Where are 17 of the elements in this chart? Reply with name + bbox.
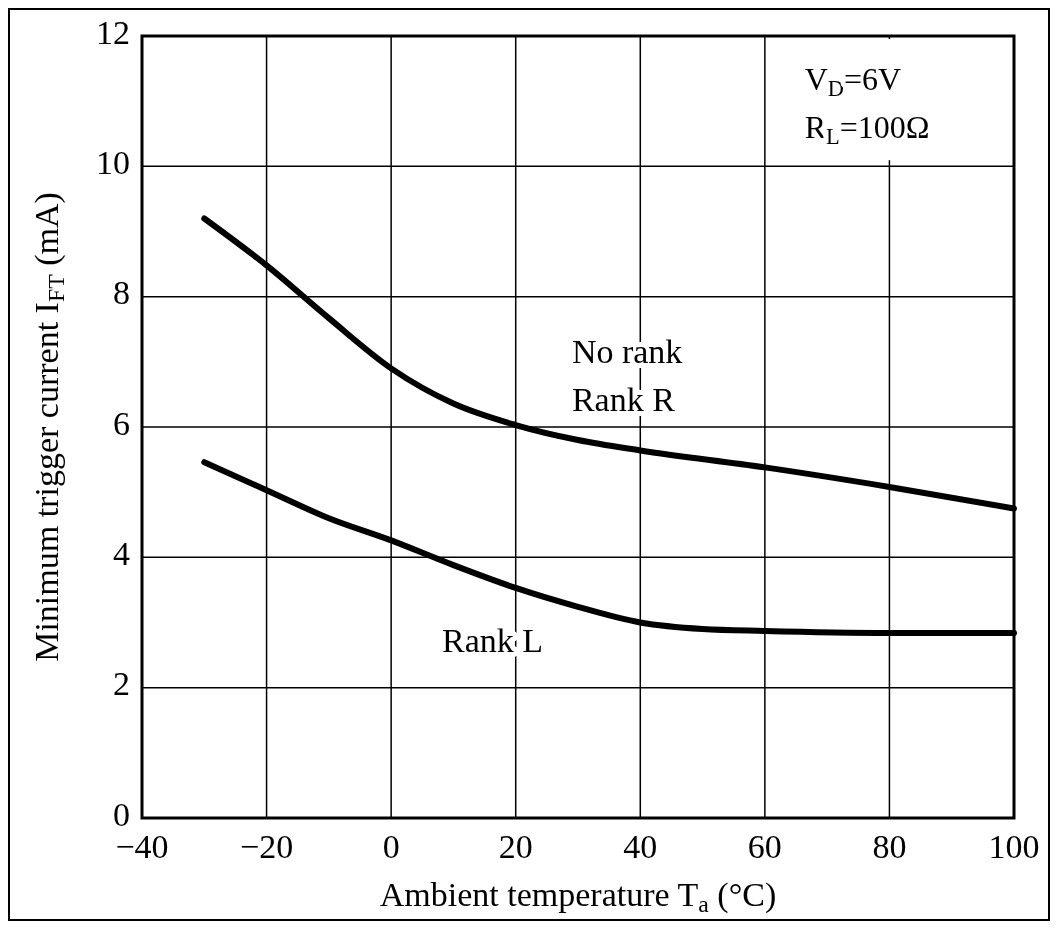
y-tick-label: 12 [96, 13, 130, 51]
y-tick-label: 6 [113, 404, 130, 442]
x-tick-label: 20 [498, 828, 533, 865]
x-tick-label: 40 [623, 828, 658, 865]
y-tick-label: 10 [96, 144, 130, 182]
annotation: Rank L [441, 622, 544, 660]
annotation: R$_{L}$=100Ω [804, 108, 930, 149]
x-tick-label: 60 [747, 828, 782, 865]
x-tick-label: 80 [872, 828, 907, 865]
annotation: V$_{D}$=6V [804, 60, 902, 101]
y-tick-label: 4 [113, 535, 130, 573]
x-tick-label: −20 [239, 828, 294, 865]
y-tick-label: 2 [113, 665, 130, 703]
x-axis-title: Ambient temperature T$_{a}$ (°C) [379, 876, 777, 917]
x-tick-label: 100 [988, 828, 1040, 865]
x-tick-label: 0 [382, 828, 400, 865]
y-tick-label: 8 [113, 274, 130, 312]
